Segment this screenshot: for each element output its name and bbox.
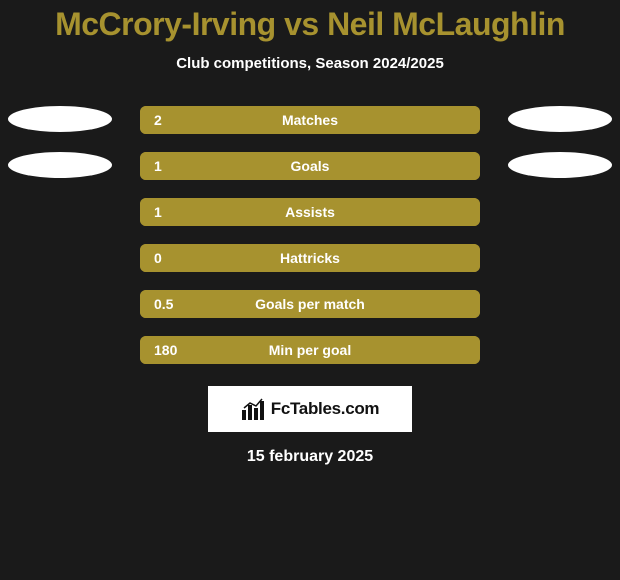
stat-label: Min per goal <box>140 336 480 364</box>
bar-slot: 0.5Goals per match <box>140 290 480 318</box>
bar-slot: 1Assists <box>140 198 480 226</box>
stat-row: 180Min per goal <box>0 328 620 374</box>
stat-label: Goals per match <box>140 290 480 318</box>
bar-slot: 180Min per goal <box>140 336 480 364</box>
bar-slot: 2Matches <box>140 106 480 134</box>
stat-label: Assists <box>140 198 480 226</box>
logo-text: FcTables.com <box>271 399 380 419</box>
stat-rows: 2Matches 1Goals 1Assists 0Hattricks 0.5Goals… <box>0 98 620 374</box>
stat-label: Goals <box>140 152 480 180</box>
player1-name: McCrory-Irving <box>55 6 276 42</box>
vs-text: vs <box>284 6 319 42</box>
stat-label: Hattricks <box>140 244 480 272</box>
right-ellipse <box>508 152 612 178</box>
subtitle: Club competitions, Season 2024/2025 <box>0 55 620 72</box>
stat-row: 1Goals <box>0 144 620 190</box>
stat-row: 1Assists <box>0 190 620 236</box>
left-ellipse <box>8 152 112 178</box>
bar-slot: 0Hattricks <box>140 244 480 272</box>
stat-row: 2Matches <box>0 98 620 144</box>
date: 15 february 2025 <box>0 448 620 466</box>
player2-name: Neil McLaughlin <box>327 6 565 42</box>
infographic-container: McCrory-Irving vs Neil McLaughlin Club c… <box>0 0 620 580</box>
page-title: McCrory-Irving vs Neil McLaughlin <box>0 6 620 43</box>
logo-box: FcTables.com <box>208 386 412 432</box>
stat-row: 0Hattricks <box>0 236 620 282</box>
right-ellipse <box>508 106 612 132</box>
bar-slot: 1Goals <box>140 152 480 180</box>
stat-row: 0.5Goals per match <box>0 282 620 328</box>
left-ellipse <box>8 106 112 132</box>
bar-chart-icon <box>241 398 267 420</box>
stat-label: Matches <box>140 106 480 134</box>
